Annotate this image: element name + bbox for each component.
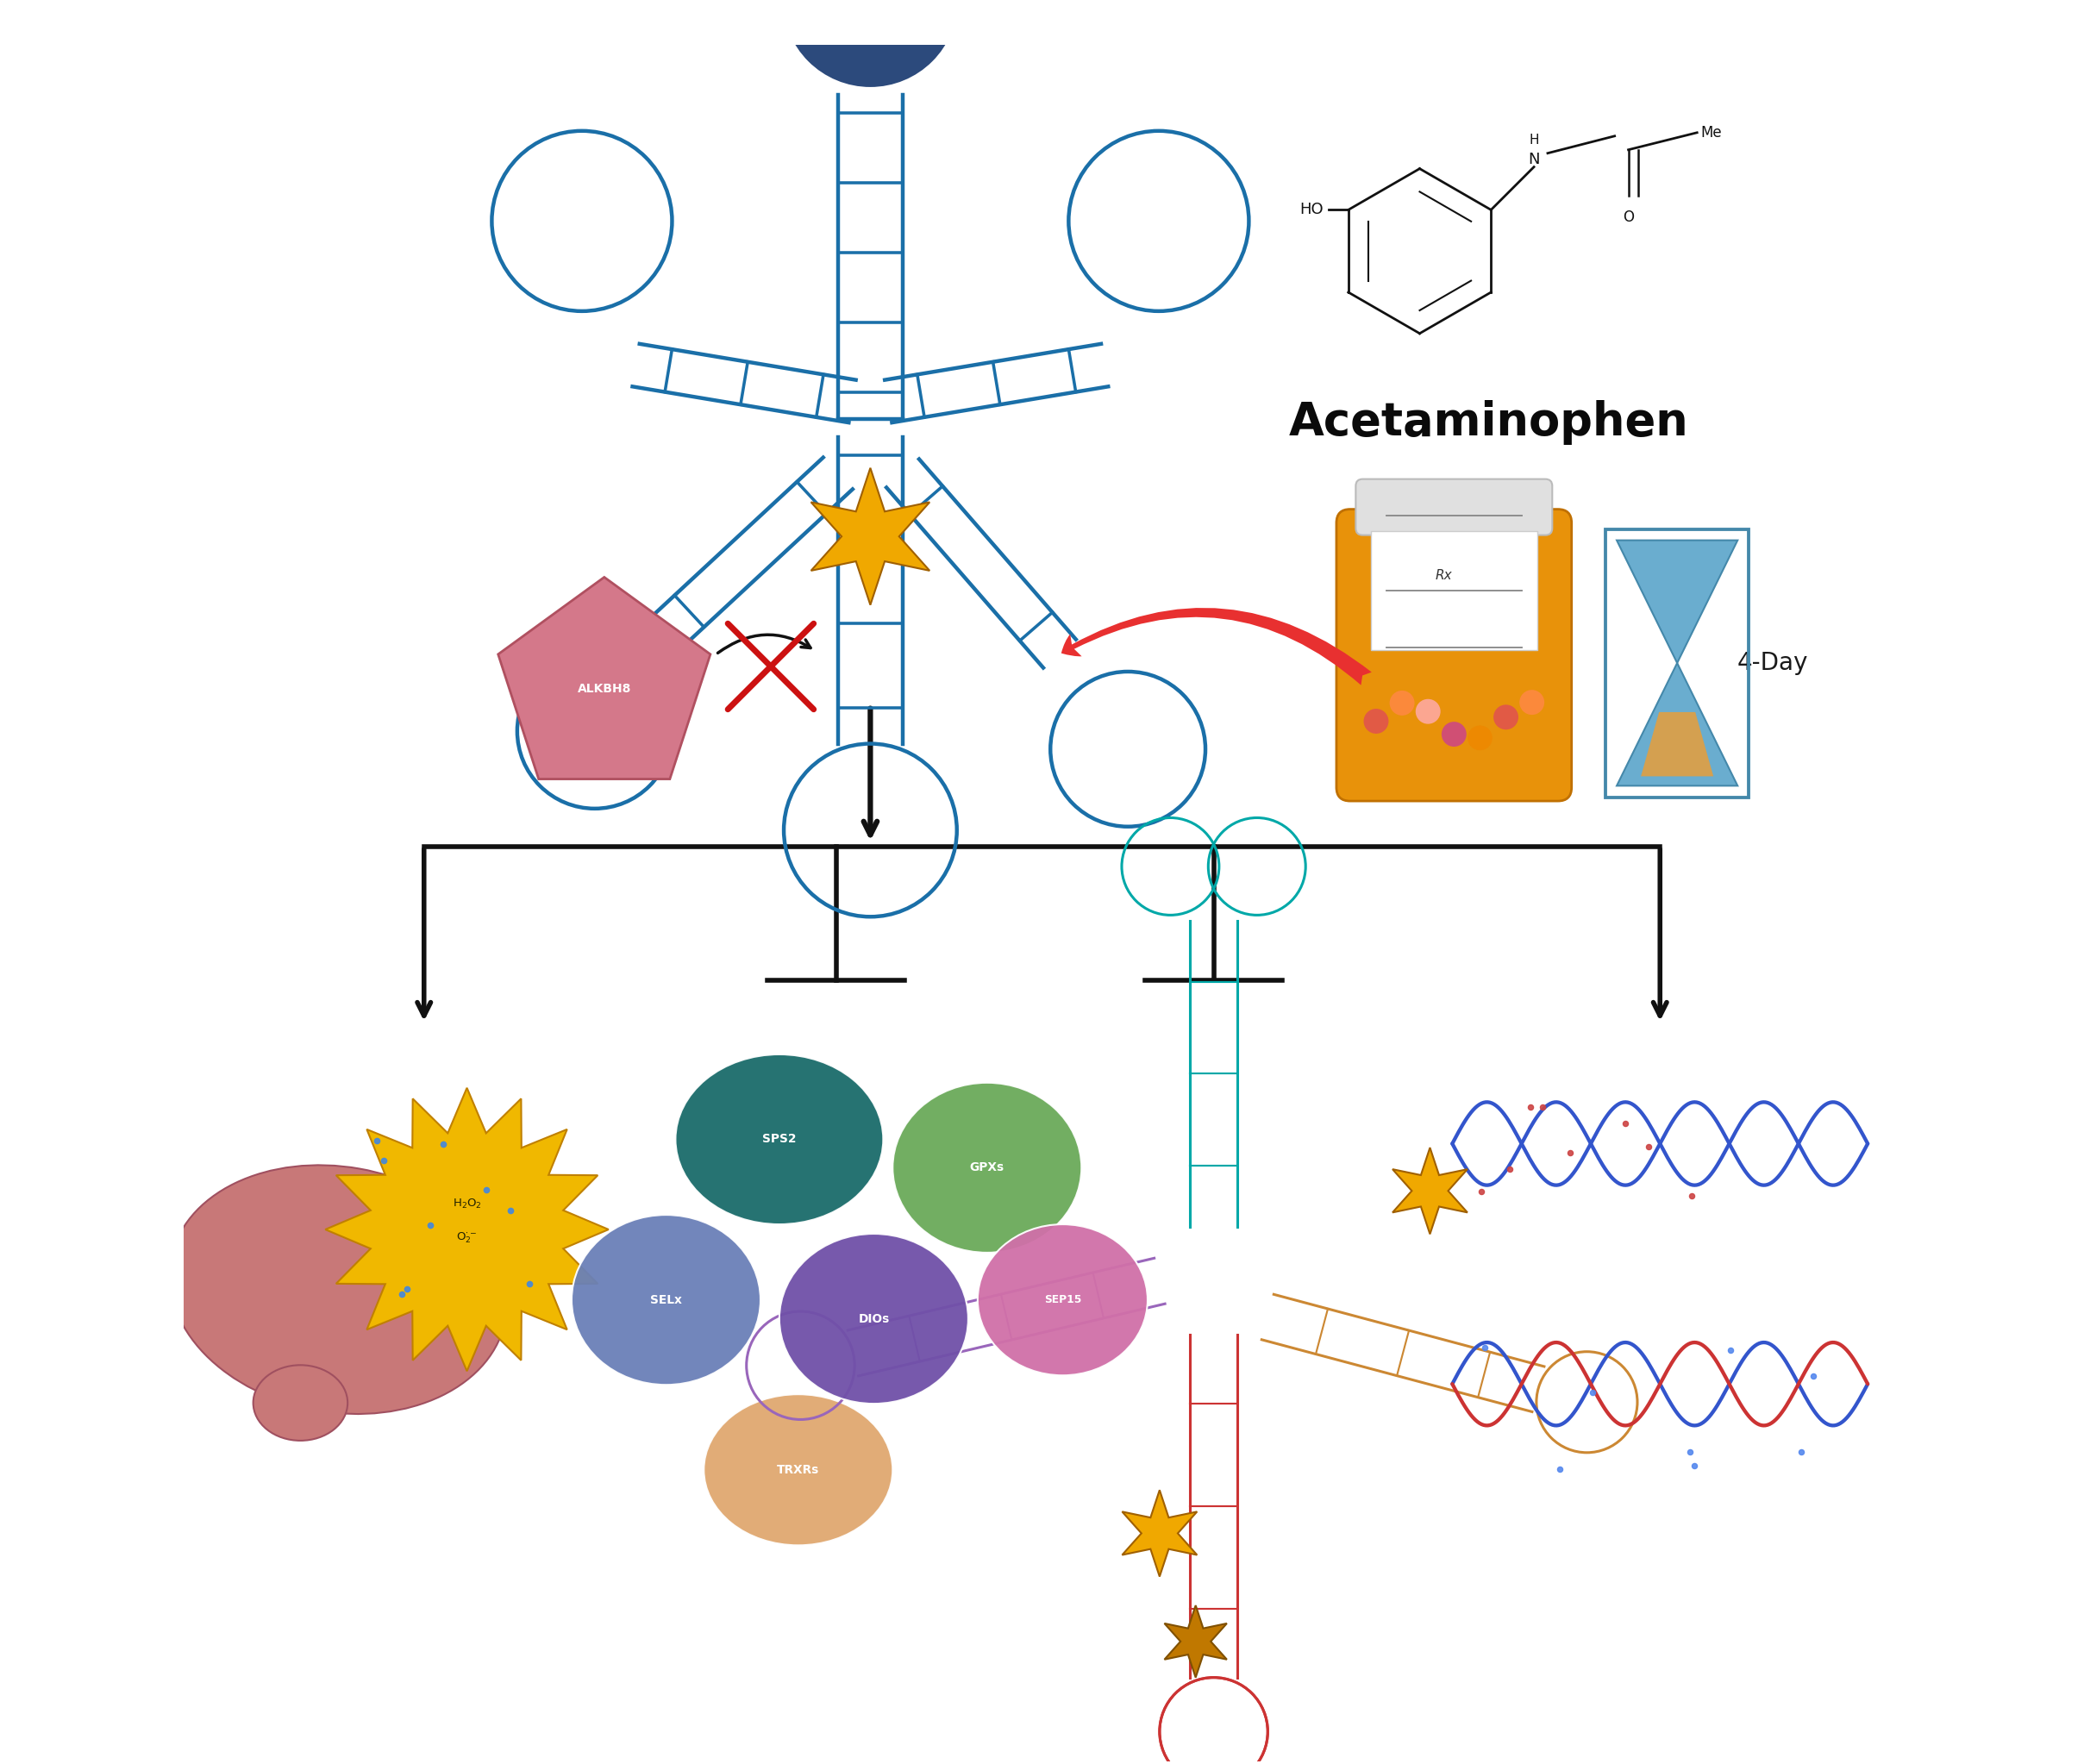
- Circle shape: [1442, 721, 1467, 746]
- Polygon shape: [1640, 713, 1713, 776]
- Circle shape: [1467, 725, 1492, 750]
- Ellipse shape: [977, 1224, 1148, 1376]
- Text: O: O: [1623, 210, 1634, 226]
- Ellipse shape: [571, 1215, 761, 1385]
- FancyBboxPatch shape: [1336, 510, 1571, 801]
- Ellipse shape: [704, 1394, 892, 1545]
- Text: SEC: SEC: [857, 0, 884, 5]
- Text: GPXs: GPXs: [969, 1162, 1004, 1173]
- Text: ALKBH8: ALKBH8: [577, 683, 631, 695]
- Ellipse shape: [892, 1083, 1082, 1252]
- Polygon shape: [325, 1088, 609, 1371]
- Text: $\rm O_2^{\cdot-}$: $\rm O_2^{\cdot-}$: [456, 1231, 477, 1245]
- Polygon shape: [811, 467, 929, 605]
- Text: TRXRs: TRXRs: [777, 1464, 819, 1476]
- Ellipse shape: [169, 1166, 506, 1415]
- Text: Me: Me: [1701, 125, 1721, 141]
- Text: SEP15: SEP15: [1044, 1295, 1082, 1305]
- Circle shape: [1415, 699, 1440, 723]
- Polygon shape: [1165, 1605, 1227, 1678]
- Text: SPS2: SPS2: [763, 1132, 796, 1145]
- Ellipse shape: [252, 1365, 348, 1441]
- Text: HO: HO: [1300, 203, 1323, 217]
- Text: SELx: SELx: [650, 1293, 681, 1305]
- Text: 4-Day: 4-Day: [1738, 651, 1809, 676]
- Bar: [1371, 531, 1538, 649]
- Circle shape: [784, 0, 957, 86]
- Text: Acetaminophen: Acetaminophen: [1288, 400, 1688, 445]
- Polygon shape: [1392, 1148, 1467, 1235]
- Polygon shape: [1617, 663, 1738, 785]
- Circle shape: [1519, 690, 1544, 714]
- Bar: [1605, 529, 1748, 797]
- Text: H: H: [1530, 134, 1538, 146]
- Polygon shape: [1121, 1491, 1196, 1577]
- Ellipse shape: [675, 1055, 884, 1224]
- Polygon shape: [498, 577, 711, 780]
- Circle shape: [1363, 709, 1388, 734]
- Text: $\rm H_2O_2$: $\rm H_2O_2$: [452, 1198, 481, 1210]
- Polygon shape: [1617, 540, 1738, 663]
- Circle shape: [1494, 704, 1519, 730]
- FancyBboxPatch shape: [1357, 480, 1553, 534]
- Text: N: N: [1528, 152, 1540, 168]
- Ellipse shape: [779, 1233, 969, 1404]
- Text: DIOs: DIOs: [859, 1312, 890, 1325]
- Text: Rx: Rx: [1436, 570, 1453, 582]
- Ellipse shape: [386, 1155, 554, 1291]
- Circle shape: [1390, 690, 1415, 716]
